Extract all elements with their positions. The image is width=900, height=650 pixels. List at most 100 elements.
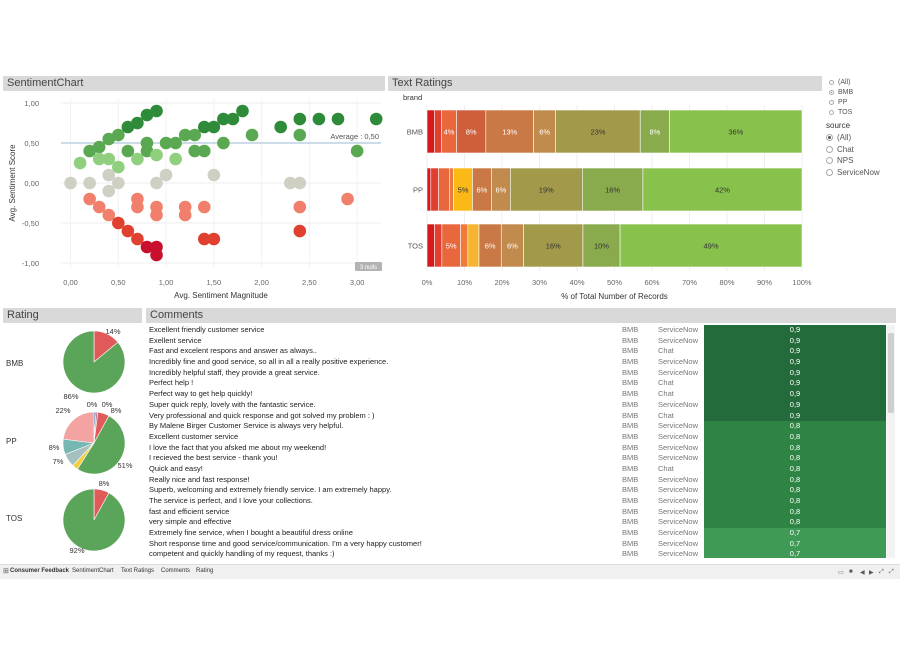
comment-score: 0,8 bbox=[704, 421, 886, 432]
radio-icon[interactable] bbox=[829, 79, 834, 85]
scatter-point bbox=[102, 208, 116, 222]
brand-option[interactable]: PP bbox=[829, 97, 853, 107]
comment-score: 0,8 bbox=[704, 453, 886, 464]
category-label: BMB bbox=[407, 128, 423, 137]
sheet-tab[interactable]: Rating bbox=[196, 568, 214, 574]
comment-row[interactable]: Perfect way to get help quickly! BMB Chat 0… bbox=[146, 389, 886, 400]
comment-row[interactable]: competent and quickly handling of my req… bbox=[146, 549, 886, 558]
scatter-point bbox=[92, 152, 106, 166]
comment-row[interactable]: Quick and easy! BMB Chat 0,8 bbox=[146, 463, 886, 475]
radio-icon[interactable] bbox=[826, 157, 833, 165]
brand-option-label: TOS bbox=[838, 108, 853, 116]
prev-sheet-icon[interactable]: ◀ bbox=[860, 570, 865, 576]
scatter-point bbox=[207, 168, 221, 182]
comment-score: 0,8 bbox=[704, 506, 886, 518]
average-label: Average : 0,50 bbox=[330, 132, 379, 141]
scatter-point bbox=[112, 128, 125, 142]
comment-row[interactable]: The service is perfect, and I love your … bbox=[146, 496, 886, 507]
source-option[interactable]: ServiceNow bbox=[826, 167, 880, 179]
comment-row[interactable]: Incredibly fine and good service, so all… bbox=[146, 357, 886, 368]
comment-row[interactable]: By Malene Birger Customer Service is alw… bbox=[146, 421, 886, 432]
radio-icon[interactable] bbox=[829, 109, 834, 115]
comment-row[interactable]: Very professional and quick response and… bbox=[146, 410, 886, 422]
comment-row[interactable]: Exellent service BMB ServiceNow 0,9 bbox=[146, 335, 886, 347]
pie-slice bbox=[62, 488, 126, 552]
comment-row[interactable]: fast and efficient service BMB ServiceNow 0… bbox=[146, 506, 886, 518]
comments-table[interactable]: Excellent friendly customer service BMB Se… bbox=[146, 325, 886, 558]
comment-row[interactable]: Perfect help ! BMB Chat 0,9 bbox=[146, 378, 886, 390]
comment-text: I recieved the best service - thank you! bbox=[149, 453, 278, 463]
source-filter[interactable]: source (All) Chat NPS ServiceNow bbox=[826, 121, 880, 178]
scrollbar-thumb[interactable] bbox=[888, 333, 894, 413]
fit-icon[interactable]: ⤢ bbox=[889, 569, 894, 575]
comment-row[interactable]: Superb, welcoming and extremely friendly… bbox=[146, 485, 886, 497]
x-axis-label: Avg. Sentiment Magnitude bbox=[174, 291, 268, 300]
scatter-point bbox=[73, 156, 87, 170]
comment-source: ServiceNow bbox=[658, 538, 699, 548]
text-ratings-bar-chart[interactable]: brand 0% 10% 20% 30% 40% 50% 60% 70% 80% 90% 100% BM… bbox=[388, 91, 822, 306]
comment-row[interactable]: Short response time and good service/com… bbox=[146, 538, 886, 550]
sentiment-scatter-chart[interactable]: 1,00 0,50 0,00 -0,50 -1,00 0,00 0,50 1,00 1,50 2,… bbox=[3, 91, 386, 317]
scatter-point bbox=[197, 200, 211, 214]
comment-row[interactable]: Excellent customer service BMB ServiceNow 0… bbox=[146, 431, 886, 443]
scatter-point bbox=[121, 224, 135, 238]
scatter-point bbox=[92, 200, 106, 214]
brand-filter[interactable]: (All) BMB PP TOS bbox=[829, 77, 853, 117]
bar-segment bbox=[430, 167, 439, 212]
bar-data-label: 19% bbox=[539, 186, 554, 195]
grid-view-icon[interactable]: ▭ bbox=[838, 570, 844, 576]
comments-scrollbar[interactable] bbox=[887, 325, 895, 558]
x-tick-label: 0% bbox=[422, 278, 433, 287]
radio-icon[interactable] bbox=[829, 89, 834, 95]
x-tick-label: 70% bbox=[682, 278, 697, 287]
bar-data-label: 6% bbox=[507, 242, 518, 251]
x-tick-label: 60% bbox=[644, 278, 659, 287]
comment-row[interactable]: Incredibly helpful staff, they provide a… bbox=[146, 367, 886, 379]
comment-brand: BMB bbox=[622, 346, 639, 356]
source-option[interactable]: (All) bbox=[826, 132, 880, 144]
comment-brand: BMB bbox=[622, 517, 639, 527]
bar-segment bbox=[449, 167, 454, 212]
comment-row[interactable]: Fast and excelent respons and answer as … bbox=[146, 346, 886, 358]
brand-option[interactable]: BMB bbox=[829, 87, 853, 97]
radio-icon[interactable] bbox=[826, 145, 833, 153]
comment-text: The service is perfect, and I love your … bbox=[149, 496, 313, 505]
sheet-tab[interactable]: Consumer Feedback bbox=[10, 568, 70, 574]
brand-option-label: BMB bbox=[838, 88, 854, 96]
comment-row[interactable]: I recieved the best service - thank you!… bbox=[146, 453, 886, 464]
comment-row[interactable]: Really nice and fast response! BMB Service… bbox=[146, 474, 886, 486]
radio-icon[interactable] bbox=[829, 99, 834, 105]
y-tick-label: -0,50 bbox=[22, 219, 39, 228]
comment-brand: BMB bbox=[622, 442, 639, 452]
comment-row[interactable]: very simple and effective BMB ServiceNow 0,… bbox=[146, 517, 886, 529]
comment-row[interactable]: Super quick reply, lovely with the fanta… bbox=[146, 399, 886, 411]
scatter-point bbox=[121, 144, 135, 158]
source-option[interactable]: Chat bbox=[826, 144, 880, 156]
sheet-tab[interactable]: Comments bbox=[161, 568, 191, 574]
bar-data-label: 42% bbox=[715, 186, 730, 195]
radio-icon[interactable] bbox=[826, 134, 833, 142]
list-view-icon[interactable]: ■ bbox=[849, 569, 853, 575]
scatter-point bbox=[131, 116, 144, 130]
comment-row[interactable]: I love the fact that you afsked me about… bbox=[146, 442, 886, 454]
brand-option[interactable]: (All) bbox=[829, 77, 853, 87]
y-tick-label: 0,00 bbox=[24, 179, 39, 188]
pie-row-label: TOS bbox=[6, 514, 22, 523]
y-tick-label: 0,50 bbox=[24, 139, 39, 148]
fullscreen-icon[interactable]: ⤢ bbox=[879, 569, 884, 575]
radio-icon[interactable] bbox=[826, 168, 833, 176]
brand-option[interactable]: TOS bbox=[829, 107, 853, 117]
bar-segment bbox=[669, 109, 803, 154]
comment-row[interactable]: Extremely fine service, when I bought a … bbox=[146, 528, 886, 539]
comment-source: ServiceNow bbox=[658, 549, 699, 558]
comment-row[interactable]: Excellent friendly customer service BMB Se… bbox=[146, 325, 886, 336]
sheet-tab[interactable]: SentimentChart bbox=[72, 568, 114, 574]
source-option[interactable]: NPS bbox=[826, 155, 880, 167]
pie-slice bbox=[76, 415, 126, 475]
next-sheet-icon[interactable]: ▶ bbox=[869, 570, 874, 576]
sheet-tab[interactable]: Text Ratings bbox=[121, 568, 155, 574]
scatter-point bbox=[150, 176, 163, 190]
comment-brand: BMB bbox=[622, 378, 639, 388]
comment-source: ServiceNow bbox=[658, 335, 699, 345]
